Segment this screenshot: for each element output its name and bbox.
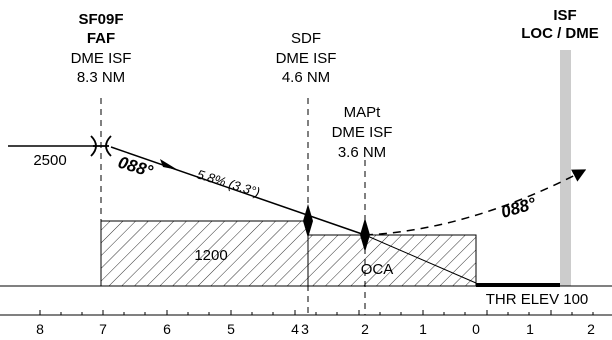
final-approach-arrowhead — [160, 159, 178, 170]
sdf-fix-diamond — [303, 204, 313, 238]
scale-label-3: 3 — [301, 321, 309, 337]
faf-dme-ref-label: DME ISF — [71, 50, 132, 67]
scale-label-6: 6 — [163, 321, 171, 337]
scale-label-2-past: 2 — [587, 321, 595, 337]
faf-name-label: SF09F — [78, 11, 123, 28]
descent-extension-line — [364, 234, 477, 284]
obstacle-clearance-box-1200 — [100, 220, 309, 287]
isf-station-bar — [560, 50, 571, 286]
scale-label-8: 8 — [36, 321, 44, 337]
sdf-distance-label: 4.6 NM — [282, 69, 330, 86]
isf-type-label: LOC / DME — [521, 25, 599, 42]
final-heading-label: 088° — [116, 153, 155, 182]
scale-label-1: 1 — [419, 321, 427, 337]
mapt-type-label: MAPt — [344, 104, 382, 121]
threshold-elevation-label: THR ELEV 100 — [486, 291, 589, 308]
isf-name-label: ISF — [553, 7, 576, 24]
obstacle-clearance-box-oca — [307, 234, 477, 287]
initial-altitude-label: 2500 — [33, 152, 66, 169]
mapt-distance-label: 3.6 NM — [338, 144, 386, 161]
mapt-dme-ref-label: DME ISF — [332, 124, 393, 141]
faf-type-label: FAF — [87, 30, 115, 47]
scale-label-4: 4 — [291, 321, 299, 337]
scale-label-5: 5 — [227, 321, 235, 337]
faf-distance-label: 8.3 NM — [77, 69, 125, 86]
distance-scale-ticks — [39, 310, 594, 315]
sdf-dme-ref-label: DME ISF — [276, 50, 337, 67]
scale-label-1-past: 1 — [526, 321, 534, 337]
scale-label-2: 2 — [361, 321, 369, 337]
scale-label-0: 0 — [472, 321, 480, 337]
descent-gradient-label: 5.8% (3.3°) — [195, 167, 262, 200]
obstacle-clearance-label: 1200 — [194, 247, 227, 264]
faf-fix-symbol — [90, 135, 112, 157]
scale-label-7: 7 — [99, 321, 107, 337]
missed-heading-label: 088° — [499, 194, 538, 222]
oca-label: OCA — [361, 261, 394, 278]
missed-approach-path — [364, 169, 587, 236]
sdf-type-label: SDF — [291, 30, 321, 47]
final-descent-path — [110, 146, 366, 236]
